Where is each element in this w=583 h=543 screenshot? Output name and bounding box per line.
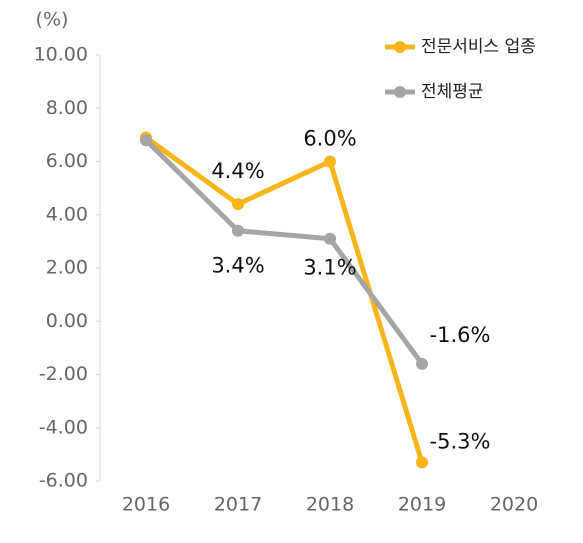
x-tick-label: 2019	[398, 494, 446, 516]
point	[416, 456, 428, 469]
series-line	[144, 135, 425, 464]
value-label: 4.4%	[211, 159, 264, 183]
point	[416, 357, 428, 370]
y-axis-label: (%)	[36, 9, 69, 31]
legend-marker	[394, 86, 406, 98]
y-tick-label: 4.00	[46, 203, 88, 225]
x-tick-label: 2018	[306, 494, 354, 516]
point	[232, 224, 244, 237]
y-tick-label: 10.00	[34, 44, 88, 66]
legend-marker	[394, 41, 406, 53]
value-label: 3.1%	[303, 256, 356, 280]
x-tick-label: 2016	[122, 494, 170, 516]
value-label: -5.3%	[430, 429, 491, 453]
y-tick-label: -2.00	[39, 363, 88, 385]
value-label: -1.6%	[430, 323, 491, 347]
series-line	[144, 138, 425, 366]
y-tick-label: -6.00	[39, 470, 88, 492]
x-tick-label: 2020	[490, 494, 538, 516]
y-tick-label: 2.00	[46, 257, 88, 279]
y-tick-label: 8.00	[46, 97, 88, 119]
point	[324, 155, 336, 168]
y-tick-label: 6.00	[46, 150, 88, 172]
point	[324, 232, 336, 245]
value-label: 6.0%	[303, 127, 356, 151]
value-label: 3.4%	[211, 254, 264, 278]
x-tick-label: 2017	[214, 494, 262, 516]
y-tick-label: -4.00	[39, 416, 88, 438]
legend-label: 전체평균	[421, 82, 484, 102]
point	[232, 198, 244, 211]
y-tick-label: 0.00	[46, 310, 88, 332]
legend-label: 전문서비스 업종	[421, 37, 536, 57]
point	[140, 134, 152, 147]
